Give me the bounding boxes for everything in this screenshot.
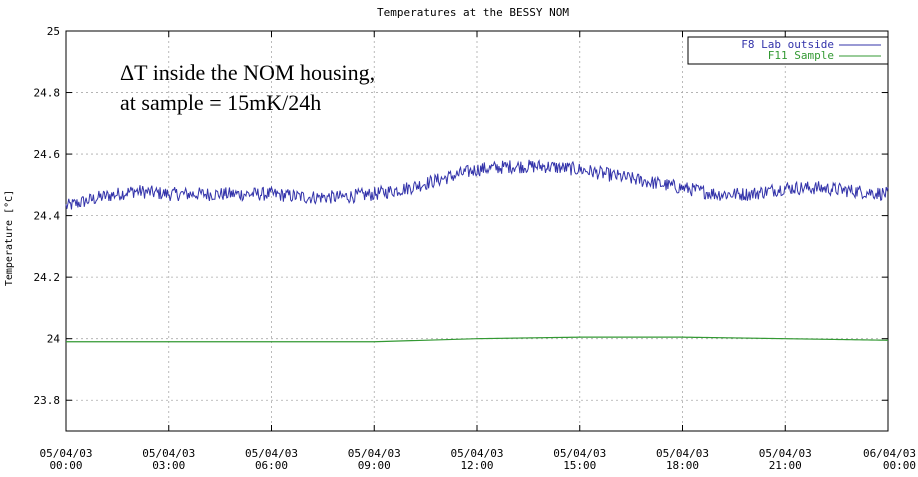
legend-box (687, 36, 889, 65)
chart-title: Temperatures at the BESSY NOM (377, 6, 569, 19)
x-tick-label: 06:00 (255, 459, 288, 472)
y-tick-label: 24.6 (34, 148, 61, 161)
annotation-line-1: ΔT inside the NOM housing, (120, 60, 375, 85)
x-tick-label: 15:00 (563, 459, 596, 472)
x-tick-label: 21:00 (769, 459, 802, 472)
axis-ticks: 23.82424.224.424.624.82505/04/0300:0005/… (34, 25, 917, 472)
x-tick-label: 09:00 (358, 459, 391, 472)
x-tick-label: 05/04/03 (451, 447, 504, 460)
x-tick-label: 18:00 (666, 459, 699, 472)
x-tick-label: 05/04/03 (348, 447, 401, 460)
x-tick-label: 00:00 (49, 459, 82, 472)
y-axis-label: Temperature [°C] (4, 190, 15, 286)
x-tick-label: 05/04/03 (245, 447, 298, 460)
x-tick-label: 05/04/03 (656, 447, 709, 460)
y-tick-label: 24 (47, 333, 61, 346)
x-tick-label: 00:00 (883, 459, 916, 472)
x-tick-label: 05/04/03 (759, 447, 812, 460)
series-lines (65, 159, 889, 343)
annotation-line-2: at sample = 15mK/24h (120, 90, 321, 115)
legend-label-f11: F11 Sample (768, 49, 834, 62)
y-tick-label: 24.4 (34, 210, 61, 223)
y-tick-label: 23.8 (34, 394, 61, 407)
x-tick-label: 05/04/03 (142, 447, 195, 460)
series-line-f11 (66, 336, 889, 343)
y-tick-label: 24.8 (34, 87, 61, 100)
x-tick-label: 05/04/03 (40, 447, 93, 460)
legend-label-f8: F8 Lab outside (741, 38, 834, 51)
y-tick-label: 24.2 (34, 271, 61, 284)
series-line-f8 (65, 159, 889, 210)
y-tick-label: 25 (47, 25, 60, 38)
x-tick-label: 06/04/03 (863, 447, 916, 460)
x-tick-label: 12:00 (460, 459, 493, 472)
x-tick-label: 05/04/03 (553, 447, 606, 460)
legend: F8 Lab outside F11 Sample (687, 36, 889, 65)
x-tick-label: 03:00 (152, 459, 185, 472)
